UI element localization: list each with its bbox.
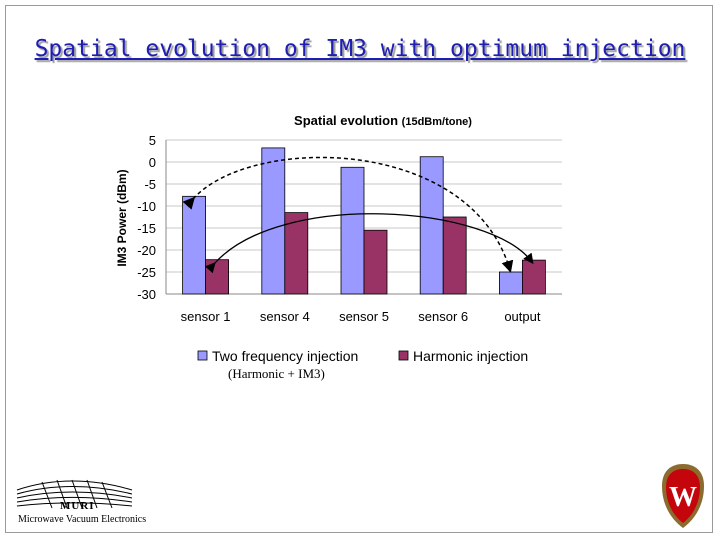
muri-logo-icon [16, 479, 133, 509]
y-tick-label: -30 [137, 287, 156, 302]
y-tick-label: -15 [137, 221, 156, 236]
bar-harmonic [205, 259, 230, 295]
university-crest-icon: W [662, 464, 704, 528]
x-tick-label: sensor 4 [260, 309, 310, 324]
y-axis-label: IM3 Power (dBm) [115, 169, 129, 266]
x-tick-label: output [504, 309, 541, 324]
bar-harmonic [284, 212, 309, 295]
y-tick-labels: 5 0 -5 -10 -15 -20 -25 -30 [137, 133, 156, 302]
legend: Two frequency injection Harmonic injectio… [197, 348, 528, 364]
legend-label: Harmonic injection [413, 348, 528, 364]
slide-frame [5, 5, 713, 533]
y-tick-label: -20 [137, 243, 156, 258]
legend-swatch [398, 350, 409, 361]
y-tick-label: 5 [149, 133, 156, 148]
bar-harmonic [363, 229, 388, 295]
y-tick-label: 0 [149, 155, 156, 170]
bar-harmonic [522, 259, 546, 295]
y-tick-label: -25 [137, 265, 156, 280]
y-tick-label: -10 [137, 199, 156, 214]
y-tick-label: -5 [144, 177, 156, 192]
chart-subtitle: (15dBm/tone) [402, 116, 473, 128]
x-tick-label: sensor 5 [339, 309, 389, 324]
slide-title: Spatial evolution of IM3 with optimum in… [34, 36, 686, 62]
crest-letter: W [669, 482, 697, 513]
x-tick-labels: sensor 1 sensor 4 sensor 5 sensor 6 output [181, 309, 541, 324]
bar-two-frequency [182, 195, 207, 295]
bar-two-frequency [261, 147, 286, 295]
legend-swatch [197, 350, 208, 361]
x-tick-label: sensor 1 [181, 309, 231, 324]
chart-title-main: Spatial evolution [294, 113, 398, 128]
bar-two-frequency [419, 156, 444, 295]
annotation-note: (Harmonic + IM3) [228, 366, 325, 381]
chart-title: Spatial evolution (15dBm/tone) [294, 113, 472, 128]
bar-two-frequency [340, 166, 365, 295]
logo-title: MURI [60, 500, 95, 512]
x-tick-label: sensor 6 [418, 309, 468, 324]
solid-trend-arrow [204, 213, 534, 274]
bar-two-frequency [498, 271, 523, 295]
legend-label: Two frequency injection [212, 348, 358, 364]
trend-arrows [182, 156, 534, 274]
logo-subtitle: Microwave Vacuum Electronics [18, 514, 147, 525]
bar-harmonic [442, 216, 467, 295]
